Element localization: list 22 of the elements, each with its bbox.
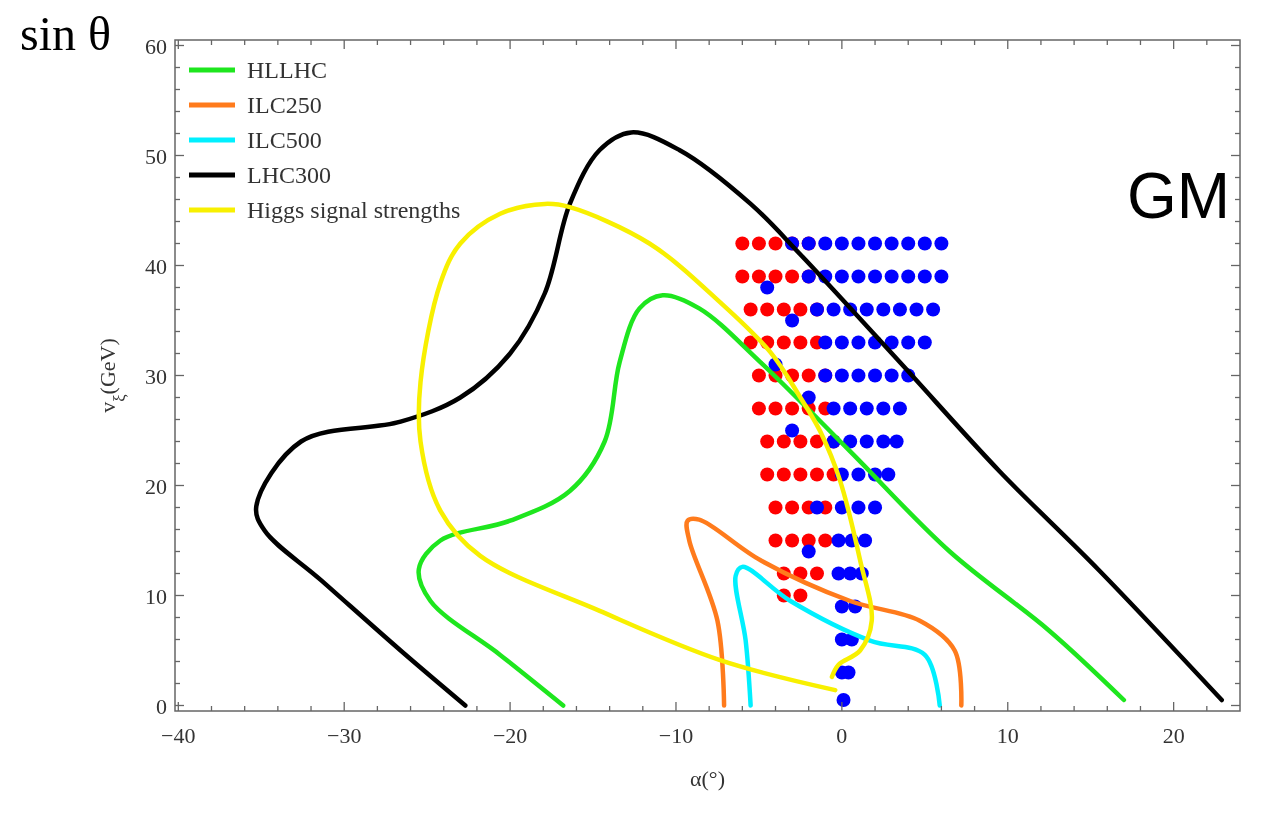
annotation: GM	[1126, 160, 1230, 232]
legend-label: HLLHC	[247, 57, 327, 83]
x-tick-label: 0	[836, 723, 848, 748]
x-tick-label: 10	[996, 723, 1019, 748]
y-tick-label: 40	[145, 253, 167, 279]
legend-label: LHC300	[247, 162, 331, 188]
legend-label: ILC250	[247, 92, 322, 118]
y-tick-label: 0	[156, 693, 167, 719]
text: sin θ	[20, 7, 112, 60]
x-tick-label: −10	[658, 723, 694, 748]
x-tick-label: −20	[492, 723, 528, 748]
legend-label: ILC500	[247, 127, 322, 153]
x-tick-label: −30	[326, 723, 362, 748]
y-tick-label: 10	[145, 583, 167, 609]
x-tick-label: −40	[161, 723, 196, 748]
legend-label: Higgs signal strengths	[247, 197, 461, 223]
y-tick-label: 20	[145, 473, 167, 499]
y-tick-label: 60	[145, 33, 167, 59]
x-tick-label: 20	[1162, 723, 1185, 748]
x-axis-title: α(°)	[690, 766, 725, 791]
y-tick-label: 50	[145, 143, 167, 169]
y-tick-label: 30	[145, 363, 167, 389]
